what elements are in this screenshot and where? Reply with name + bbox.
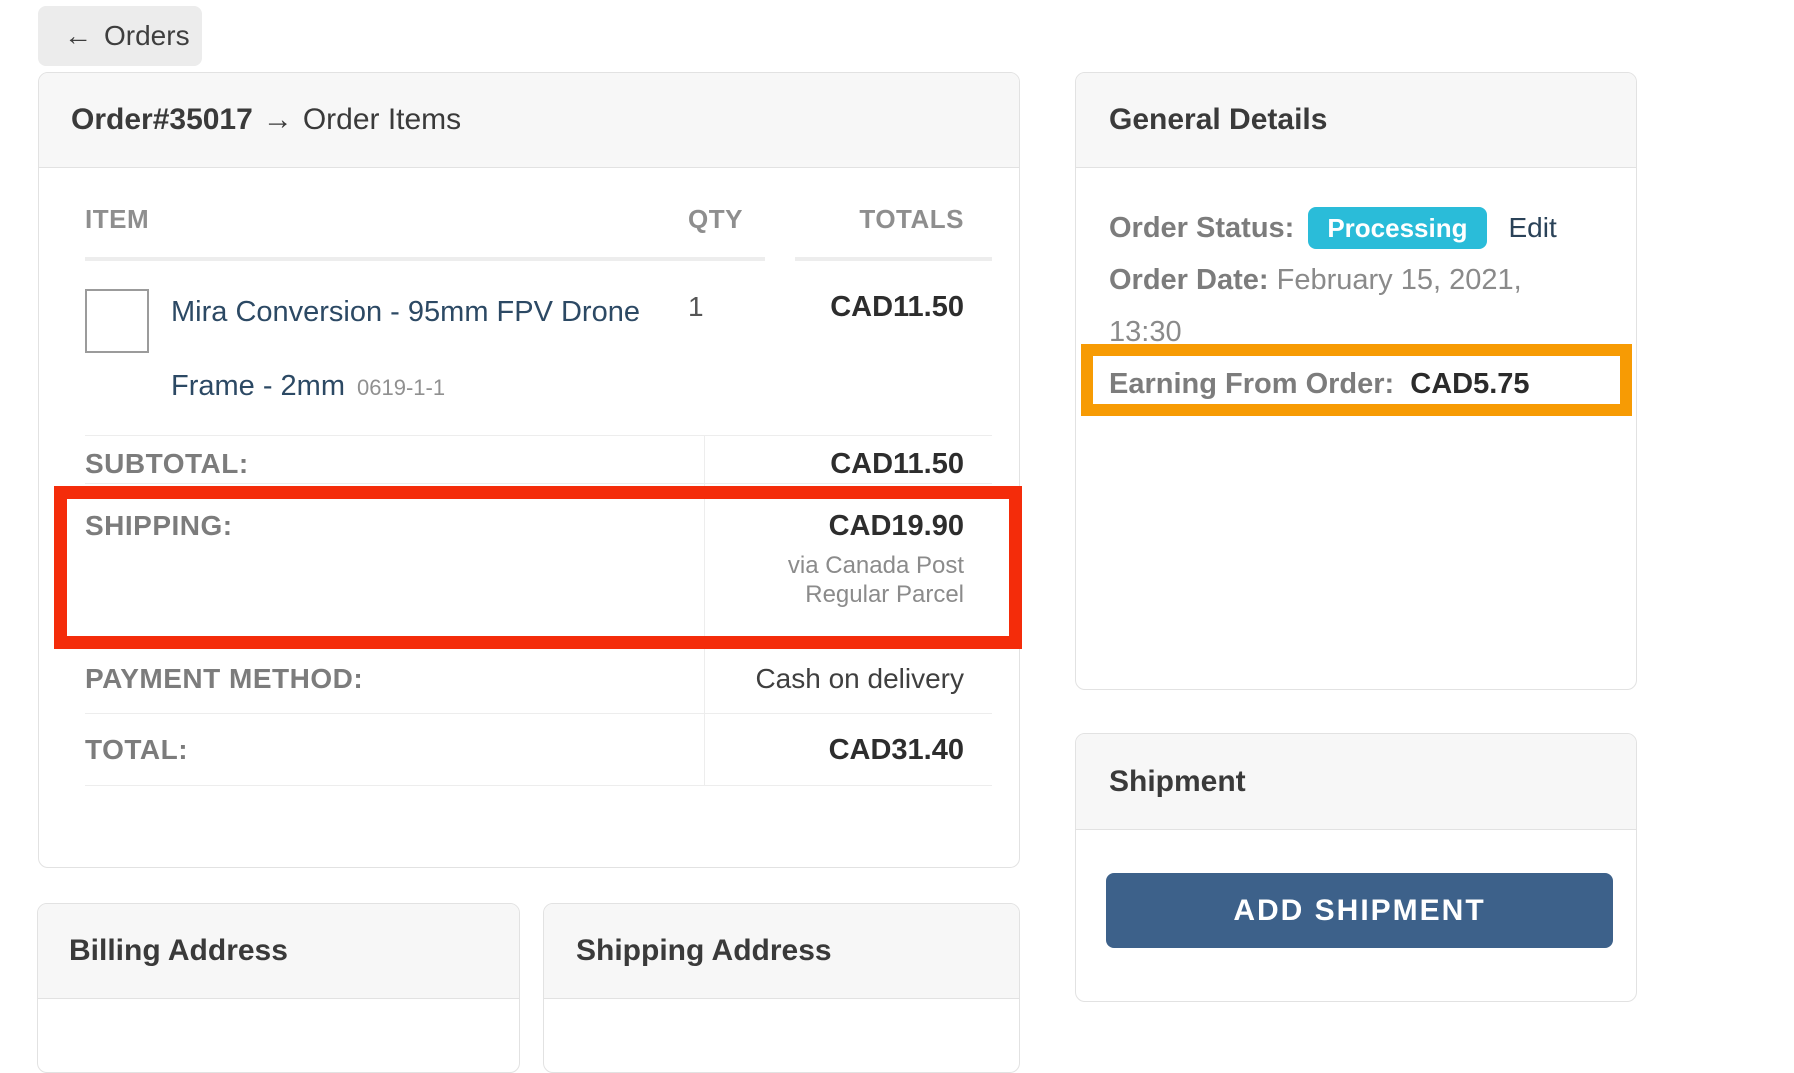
shipping-value-cell: CAD19.90 via Canada Post Regular Parcel [704, 484, 992, 644]
payment-method-label: PAYMENT METHOD: [85, 663, 364, 694]
earning-label: Earning From Order: [1109, 368, 1395, 400]
order-items-card-header: Order#35017 → Order Items [39, 73, 1019, 168]
order-item-cell: Mira Conversion - 95mm FPV Drone Frame -… [85, 275, 688, 425]
general-details-body: Order Status: Processing Edit Order Date… [1076, 168, 1636, 410]
order-id: Order#35017 [71, 103, 253, 136]
payment-method-value: Cash on delivery [704, 645, 992, 713]
shipping-label: SHIPPING: [85, 510, 233, 541]
item-qty-value: 1 [688, 291, 704, 322]
earning-value: CAD5.75 [1410, 368, 1530, 400]
product-name-cell: Mira Conversion - 95mm FPV Drone Frame -… [171, 275, 661, 425]
column-header-item: ITEM [85, 204, 150, 234]
earning-line: Earning From Order: CAD5.75 [1109, 358, 1600, 410]
shipment-title: Shipment [1109, 764, 1246, 798]
shipping-amount: CAD19.90 [828, 510, 964, 542]
shipping-row: SHIPPING: CAD19.90 via Canada Post Regul… [85, 484, 992, 645]
shipping-address-header: Shipping Address [544, 904, 1019, 999]
product-sku: 0619-1-1 [357, 375, 446, 400]
order-status-badge: Processing [1308, 206, 1487, 250]
billing-address-title: Billing Address [69, 934, 288, 967]
item-total-value: CAD11.50 [830, 291, 964, 323]
product-link[interactable]: Mira Conversion - 95mm FPV Drone Frame -… [171, 296, 640, 402]
billing-address-card: Billing Address [37, 903, 520, 1073]
order-item-row: Mira Conversion - 95mm FPV Drone Frame -… [85, 261, 992, 436]
shipment-card: Shipment ADD SHIPMENT [1075, 733, 1637, 1002]
shipping-method-note: via Canada Post Regular Parcel [787, 552, 964, 608]
order-status-label: Order Status: [1109, 211, 1295, 244]
total-row: TOTAL: CAD31.40 [85, 714, 992, 786]
general-details-header: General Details [1076, 73, 1636, 168]
column-header-totals: TOTALS [795, 204, 992, 261]
total-value: CAD31.40 [704, 714, 992, 785]
subtotal-value: CAD11.50 [704, 436, 992, 483]
back-to-orders-button[interactable]: ← Orders [38, 6, 202, 66]
general-details-card: General Details Order Status: Processing… [1075, 72, 1637, 690]
add-shipment-button[interactable]: ADD SHIPMENT [1106, 873, 1613, 948]
subtotal-label: SUBTOTAL: [85, 448, 249, 479]
order-date-label: Order Date: [1109, 264, 1269, 296]
order-items-card: Order#35017 → Order Items ITEM QTY TOTAL… [38, 72, 1020, 868]
order-status-line: Order Status: Processing Edit [1109, 202, 1600, 254]
column-header-qty: QTY [688, 204, 743, 234]
order-items-table-header: ITEM QTY TOTALS [85, 168, 992, 261]
shipping-address-title: Shipping Address [576, 934, 832, 967]
edit-status-link[interactable]: Edit [1508, 212, 1557, 243]
total-label: TOTAL: [85, 734, 189, 765]
product-thumbnail[interactable] [85, 289, 149, 353]
breadcrumb-arrow-icon: → [262, 103, 293, 136]
payment-method-row: PAYMENT METHOD: Cash on delivery [85, 645, 992, 714]
order-date-value: February 15, 2021, 13:30 [1109, 264, 1522, 348]
back-to-orders-label: Orders [104, 20, 190, 51]
shipping-address-card: Shipping Address [543, 903, 1020, 1073]
order-items-section-title: Order Items [302, 103, 462, 136]
billing-address-header: Billing Address [38, 904, 519, 999]
order-date-line: Order Date: February 15, 2021, 13:30 [1109, 254, 1594, 358]
left-arrow-icon: ← [64, 20, 92, 51]
table-header-left: ITEM QTY [85, 204, 765, 261]
subtotal-row: SUBTOTAL: CAD11.50 [85, 436, 992, 484]
shipment-header: Shipment [1076, 734, 1636, 830]
general-details-title: General Details [1109, 103, 1328, 136]
